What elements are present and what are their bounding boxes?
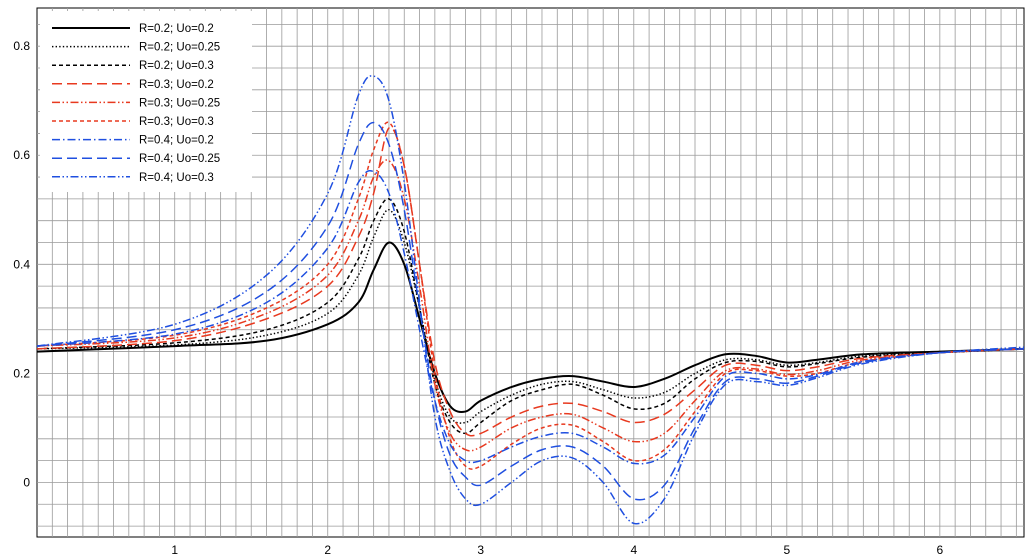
series-line-5 bbox=[36, 159, 1025, 452]
y-tick-label: 0.2 bbox=[13, 366, 30, 380]
series-line-7 bbox=[36, 170, 1025, 465]
legend-label: R=0.3; Uo=0.3 bbox=[139, 116, 214, 128]
x-tick-label: 1 bbox=[171, 543, 178, 557]
legend-box bbox=[40, 11, 252, 192]
y-tick-label: 0.8 bbox=[13, 39, 30, 53]
legend-label: R=0.4; Uo=0.25 bbox=[139, 153, 220, 165]
legend-label: R=0.2; Uo=0.3 bbox=[139, 60, 214, 72]
series-lines bbox=[36, 75, 1025, 525]
series-line-8 bbox=[36, 121, 1025, 501]
legend: R=0.2; Uo=0.2 R=0.2; Uo=0.25 R=0.2; Uo=0.3… bbox=[40, 11, 252, 192]
x-tick-label: 2 bbox=[324, 543, 331, 557]
series-line-3 bbox=[36, 198, 1025, 435]
legend-label: R=0.2; Uo=0.25 bbox=[139, 42, 220, 54]
legend-label: R=0.4; Uo=0.3 bbox=[139, 172, 214, 184]
y-tick-label: 0.6 bbox=[13, 148, 30, 162]
x-tick-label: 5 bbox=[783, 543, 790, 557]
legend-label: R=0.3; Uo=0.2 bbox=[139, 79, 214, 91]
axis-ticks: 1 2 3 4 5 6 0 0.2 0.4 0.6 0.8 bbox=[13, 39, 943, 557]
y-tick-label: 0.4 bbox=[13, 257, 30, 271]
x-tick-label: 6 bbox=[936, 543, 943, 557]
y-tick-label: 0 bbox=[23, 475, 30, 489]
series-line-6 bbox=[36, 121, 1025, 470]
legend-label: R=0.2; Uo=0.2 bbox=[139, 23, 214, 35]
legend-label: R=0.3; Uo=0.25 bbox=[139, 97, 220, 109]
legend-label: R=0.4; Uo=0.2 bbox=[139, 135, 214, 147]
x-tick-label: 4 bbox=[630, 543, 637, 557]
x-tick-label: 3 bbox=[477, 543, 484, 557]
series-line-1 bbox=[36, 241, 1025, 413]
series-line-9 bbox=[36, 75, 1025, 525]
series-line-4 bbox=[36, 126, 1025, 437]
